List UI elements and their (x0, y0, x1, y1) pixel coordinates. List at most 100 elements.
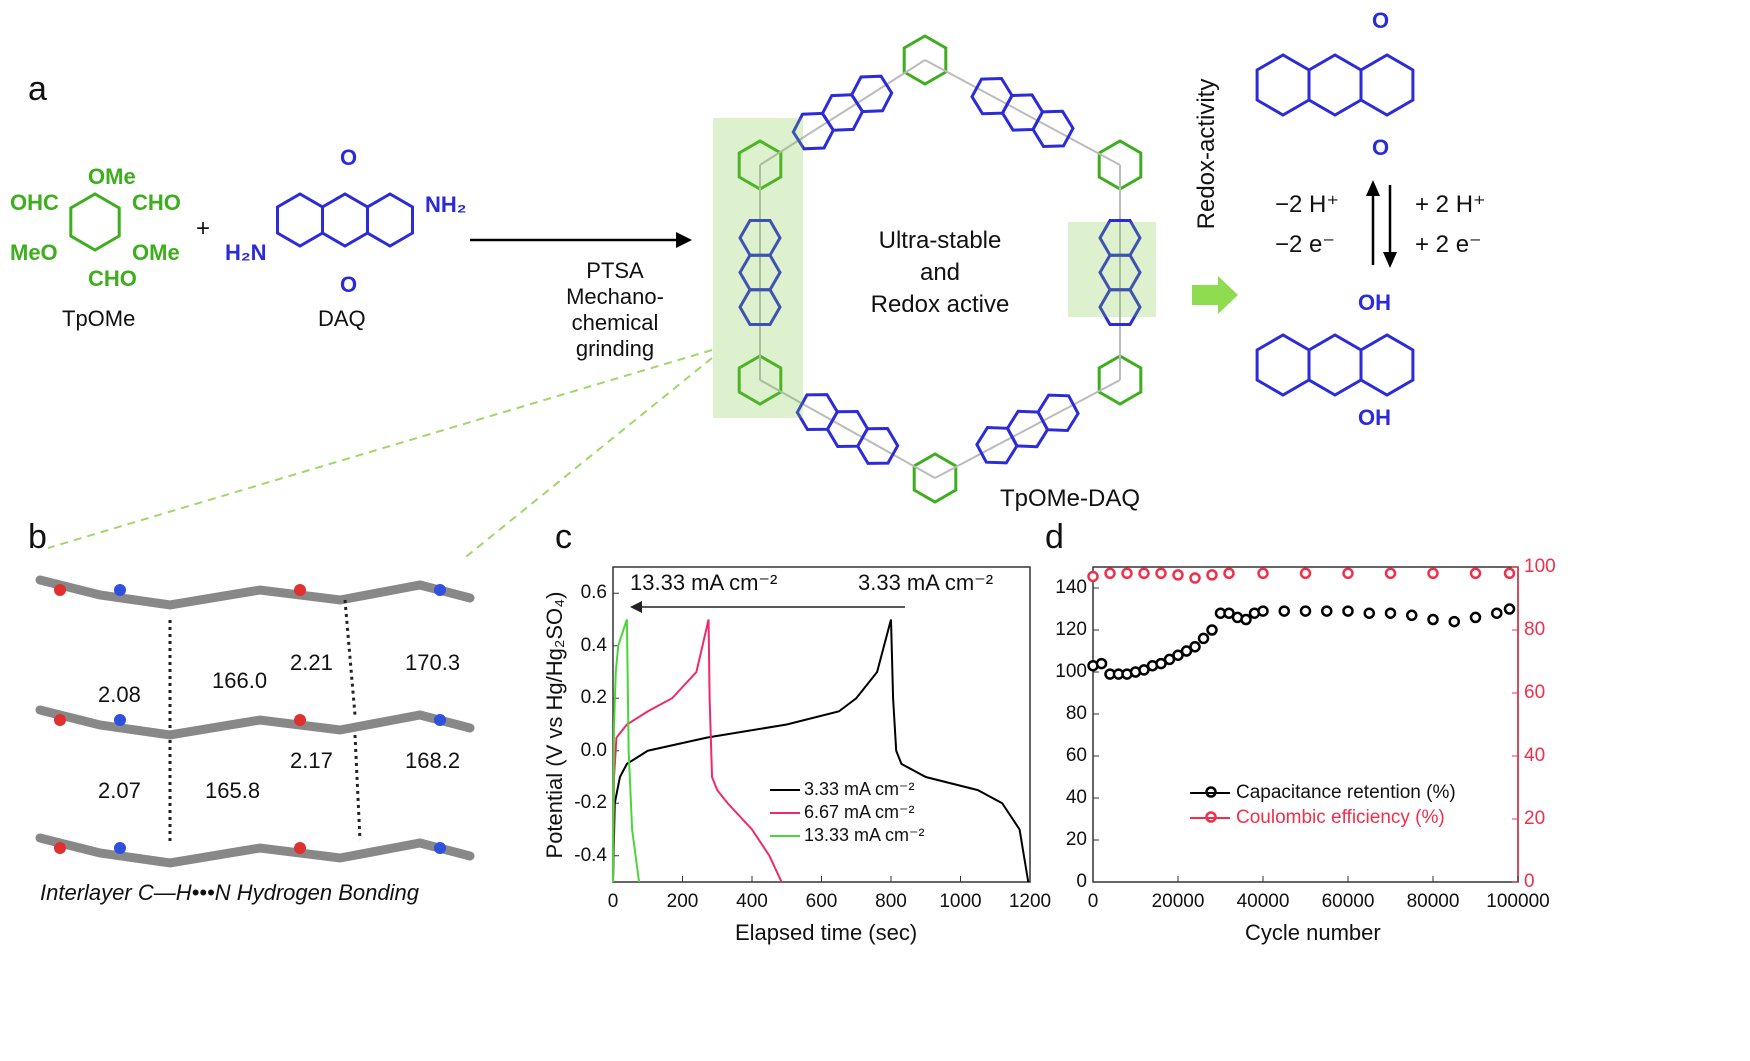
legend-item: 13.33 mA cm⁻² (770, 824, 925, 847)
anthraquinone-ring (795, 393, 840, 432)
y-tick-label: 0.2 (580, 687, 607, 709)
y2-tick-label: 40 (1524, 745, 1546, 766)
imine-linkage (759, 59, 926, 166)
tpome-node-ring (1097, 354, 1143, 406)
data-point-1 (1138, 567, 1150, 580)
data-point-0 (1180, 645, 1193, 657)
y2-tick-label: 80 (1524, 619, 1546, 640)
data-point-0 (1240, 613, 1252, 626)
legend-item: 3.33 mA cm⁻² (770, 778, 925, 801)
data-point-1 (1223, 567, 1235, 580)
atom (434, 714, 446, 726)
y-tick-label: 0.4 (580, 634, 607, 656)
anthraquinone-ring (366, 192, 414, 248)
anthraquinone-ring (738, 219, 782, 257)
data-point-1 (1299, 567, 1312, 580)
data-point-0 (1321, 605, 1333, 617)
data-point-0 (1299, 605, 1312, 617)
x-tick-label: 20000 (1151, 891, 1205, 912)
hydroquinone-oh: OH (1358, 290, 1391, 315)
chart-c-legend: 3.33 mA cm⁻² 6.67 mA cm⁻² 13.33 mA cm⁻² (770, 778, 925, 847)
y-tick-label: 140 (1055, 577, 1087, 598)
data-point-1 (1155, 567, 1167, 580)
hbond-angle: 170.3 (405, 650, 461, 675)
tpome-name: TpOMe (62, 306, 136, 331)
rate-annotation-slow: 3.33 mA cm⁻² (858, 570, 994, 595)
anthraquinone-ring (849, 74, 894, 114)
hbond-angle: 165.8 (205, 778, 261, 803)
anthraquinone-ring (1255, 53, 1311, 117)
y-tick-label: 120 (1055, 619, 1087, 640)
hbond-angle: 168.2 (405, 748, 461, 773)
anthraquinone-ring (975, 425, 1019, 465)
daq-atom: NH₂ (425, 192, 467, 217)
quinone-oxygen: O (1372, 135, 1390, 160)
data-point-0 (1469, 611, 1482, 624)
atom (294, 714, 306, 726)
highlight-box (1068, 222, 1156, 317)
daq-atom: O (340, 145, 358, 170)
zoom-guide-line (461, 357, 713, 561)
data-point-1 (1087, 570, 1099, 583)
x-tick-label: 1200 (1008, 891, 1052, 912)
hydroquinone-oh: OH (1358, 405, 1391, 430)
equilibrium-proton-in: + 2 H⁺ (1415, 191, 1486, 218)
imine-linkage (924, 59, 1121, 166)
data-point-1 (1384, 567, 1397, 580)
anthraquinone-ring (1307, 333, 1363, 397)
data-point-1 (1503, 567, 1516, 580)
data-point-0 (1257, 605, 1269, 617)
imine-linkage (759, 379, 936, 479)
framework-line: Redox active (870, 291, 1010, 318)
tpome-atom: OHC (10, 190, 59, 215)
legend-swatch (1190, 791, 1230, 794)
data-point-0 (1206, 624, 1218, 636)
legend-label: 3.33 mA cm⁻² (804, 779, 915, 799)
atom (294, 842, 306, 854)
highlight-box (713, 118, 803, 418)
data-point-0 (1197, 632, 1210, 645)
reaction-method-2: grinding (575, 336, 655, 361)
legend-swatch (770, 812, 800, 815)
rate-arrowhead (630, 601, 642, 613)
y2-tick-label: 20 (1524, 808, 1546, 829)
atom (54, 842, 66, 854)
x-tick-label: 600 (805, 891, 838, 912)
legend-item: Coulombic efficiency (%) (1190, 805, 1456, 830)
daq-atom: O (340, 272, 358, 297)
x-tick-label: 40000 (1236, 891, 1290, 912)
tpome-atom: OMe (88, 164, 136, 189)
legend-label: Capacitance retention (%) (1236, 782, 1456, 803)
framework-line: Ultra-stable (878, 227, 1002, 254)
data-point-0 (1384, 607, 1397, 619)
reaction-arrowhead (676, 232, 692, 248)
y-tick-label: 80 (1065, 703, 1087, 724)
legend-label: 13.33 mA cm⁻² (804, 825, 925, 845)
data-point-0 (1138, 664, 1150, 676)
y-tick-label: -0.2 (574, 792, 607, 814)
data-point-0 (1172, 649, 1184, 661)
data-point-0 (1155, 657, 1167, 670)
x-tick-label: 200 (666, 891, 699, 912)
molecule-stick (35, 833, 475, 868)
data-point-0 (1491, 607, 1503, 619)
data-point-1 (1121, 567, 1133, 580)
molecule-stick (35, 705, 475, 740)
tpome-atom: MeO (10, 240, 58, 265)
tpome-node-ring (737, 354, 783, 406)
equilibrium-proton-out: −2 H⁺ (1275, 191, 1340, 218)
data-point-1 (1206, 569, 1218, 581)
chart-c-xlabel: Elapsed time (sec) (735, 920, 918, 945)
reaction-catalyst: PTSA (586, 258, 644, 283)
x-tick-label: 0 (607, 891, 619, 912)
data-point-0 (1342, 605, 1354, 617)
anthraquinone-ring (1307, 53, 1363, 117)
rate-annotation-fast: 13.33 mA cm⁻² (630, 570, 778, 595)
data-point-0 (1363, 607, 1375, 619)
data-point-0 (1503, 603, 1516, 615)
legend-label: Coulombic efficiency (%) (1236, 807, 1445, 828)
imine-linkage (934, 379, 1121, 479)
legend-swatch (770, 789, 800, 792)
